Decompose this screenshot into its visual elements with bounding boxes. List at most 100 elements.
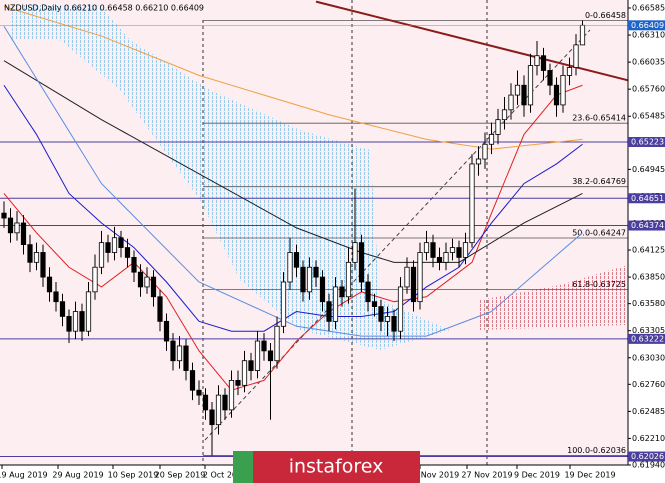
y-tick-label: 0.66585 [632, 4, 665, 13]
level-label: 0.64651 [631, 194, 664, 203]
candle-body [508, 94, 514, 111]
y-tick-label: 0.61940 [632, 461, 665, 470]
candle-body [254, 340, 261, 371]
candle-body [124, 247, 131, 258]
candle-body [397, 286, 404, 332]
y-tick-label: 0.66310 [632, 31, 665, 40]
candle-body [189, 370, 196, 391]
candle-body [118, 237, 124, 248]
y-tick-label: 0.63850 [632, 273, 665, 282]
fibo-label: 38.2-0.64769 [572, 177, 626, 186]
candle-body [170, 340, 176, 362]
candle-body [176, 345, 183, 362]
candle-body [196, 389, 202, 396]
last-price-label: 0.66409 [631, 21, 664, 30]
candle-body [436, 257, 443, 263]
fibo-label: 0-0.66458 [585, 11, 626, 20]
y-tick-label: 0.62485 [632, 407, 665, 416]
y-tick-label: 0.65485 [632, 112, 665, 121]
candle-body [85, 291, 92, 332]
candle-body [7, 217, 14, 234]
chart-title: NZDUSD,Daily 0.66210 0.66458 0.66210 0.6… [4, 4, 204, 13]
candle-body [241, 360, 248, 386]
candle-body [365, 281, 371, 303]
candle-body [150, 276, 157, 298]
candle-body [27, 244, 33, 263]
y-tick-label: 0.63305 [632, 326, 665, 335]
y-tick-label: 0.63030 [632, 353, 665, 362]
candle-body [235, 379, 241, 386]
candle-body [280, 281, 287, 327]
indicator-line [3, 84, 583, 391]
candle-body [92, 266, 98, 293]
candle-body [488, 134, 495, 145]
level-box [628, 451, 665, 462]
candle-body [293, 252, 300, 268]
candle-body [274, 325, 280, 362]
candle-body [449, 247, 456, 253]
level-label: 0.62026 [631, 452, 664, 461]
candle-body [339, 286, 345, 298]
candle-body [248, 360, 254, 371]
candle-body [378, 306, 384, 322]
watermark-text: instaforex [289, 456, 384, 478]
y-tick-label: 0.64125 [632, 246, 665, 255]
candle-body [501, 109, 508, 121]
candle-body [215, 394, 222, 426]
y-tick-label: 0.62760 [632, 380, 665, 389]
candle-body [540, 55, 547, 71]
level-box [628, 220, 665, 231]
candle-body [144, 276, 150, 288]
candle-body [560, 74, 566, 106]
candle-body [495, 119, 501, 135]
candle-body [33, 252, 40, 263]
axis-strip [628, 0, 665, 483]
candle-body [553, 84, 560, 106]
candle-body [547, 70, 553, 86]
candle-body [300, 266, 306, 293]
candle-body [14, 222, 20, 234]
candle-body [521, 84, 527, 106]
candle-body [163, 320, 170, 342]
candle-body [79, 311, 85, 332]
candle-body [267, 350, 274, 362]
candle-body [566, 67, 573, 76]
candle-body [475, 158, 482, 165]
cloud [480, 265, 628, 330]
candle-body [66, 316, 72, 332]
fibo-baseline [204, 29, 591, 441]
x-tick-label: 2 Oct 2019 [203, 471, 247, 480]
candle-body [579, 24, 586, 46]
level-box [628, 137, 665, 148]
candle-body [53, 291, 59, 303]
y-tick-label: 0.66035 [632, 58, 665, 67]
candle-body [326, 301, 332, 322]
watermark-accent [233, 451, 253, 483]
x-tick-label: 20 Sep 2019 [155, 471, 206, 480]
candle-body [371, 301, 378, 307]
candle-body [514, 84, 521, 96]
candle-body [332, 286, 339, 322]
candle-body [417, 252, 423, 303]
candle-body [157, 296, 163, 322]
candle-body [306, 266, 313, 293]
level-box [628, 193, 665, 204]
fibo-label: 23.6-0.65414 [572, 114, 626, 123]
level-label: 0.63222 [631, 334, 664, 343]
candle-body [456, 247, 462, 258]
candle-body [410, 266, 417, 303]
candle-body [319, 276, 326, 303]
cloud [10, 5, 450, 350]
candle-body [352, 242, 358, 263]
candle-body [105, 242, 111, 253]
x-tick-label: 10 Sep 2019 [108, 471, 159, 480]
candle-body [313, 266, 319, 278]
candle-body [98, 242, 105, 268]
fibo-label: 50.0-0.64247 [572, 229, 626, 238]
candle-body [391, 316, 397, 332]
candle-body [384, 316, 391, 322]
y-tick-label: 0.64945 [632, 165, 665, 174]
candle-body [469, 163, 475, 244]
